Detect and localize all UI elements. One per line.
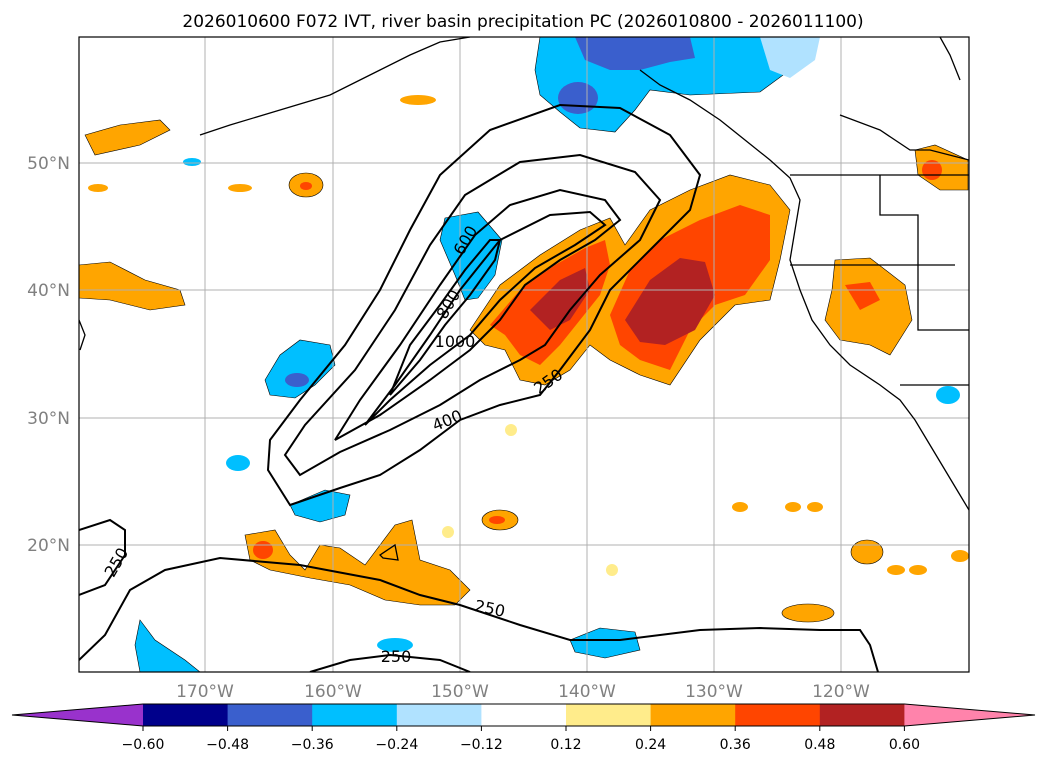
lon-label-160w: 160°W	[304, 682, 362, 702]
pos-anomaly-region-coast	[824, 257, 913, 356]
colorbar-segment	[735, 704, 821, 726]
contour-label-1000: 1000	[435, 332, 476, 351]
pos-anomaly-spot-14	[887, 565, 905, 575]
lon-label-170w: 170°W	[176, 682, 234, 702]
colorbar-tick-label: 0.48	[804, 737, 835, 753]
lat-label-20n: 20°N	[27, 536, 70, 556]
pos-anomaly-spot-17	[606, 564, 618, 576]
pos-anomaly-core-b	[625, 258, 715, 345]
neg-anomaly-spot-b	[183, 158, 201, 166]
pos-anomaly-region-nw	[84, 119, 171, 156]
neg-anomaly-region-north-inner	[575, 37, 695, 70]
colorbar-tick-label: −0.12	[460, 737, 503, 753]
colorbar-tick-label: 0.24	[635, 737, 666, 753]
pos-anomaly-spot-6	[253, 541, 273, 559]
ivt-contour-400	[283, 153, 662, 477]
pos-anomaly-spot-8	[489, 516, 505, 524]
pos-anomaly-spot-16	[951, 550, 969, 562]
latitude-labels: 50°N 40°N 30°N 20°N	[27, 154, 70, 556]
lat-label-40n: 40°N	[27, 281, 70, 301]
colorbar-tick-label: 0.36	[720, 737, 751, 753]
lat-label-30n: 30°N	[27, 409, 70, 429]
coastline	[79, 37, 969, 561]
colorbar-segment	[227, 704, 313, 726]
pos-anomaly-spot-3	[88, 184, 108, 192]
colorbar-tick-label: −0.36	[291, 737, 334, 753]
lon-label-120w: 120°W	[812, 682, 870, 702]
pos-anomaly-spot-2	[300, 182, 312, 190]
colorbar-segment	[481, 704, 567, 726]
ivt-contour-1000	[389, 239, 502, 396]
neg-anomaly-region-subtropic	[289, 489, 351, 523]
pos-anomaly-spot-15	[909, 565, 927, 575]
pos-anomaly-spot-4	[228, 184, 252, 192]
lat-label-50n: 50°N	[27, 154, 70, 174]
map-panel: 600 800 1000 250 400 250 250 250	[78, 36, 970, 673]
pos-anomaly-region-coast-red	[845, 282, 880, 310]
neg-anomaly-region-west	[264, 339, 336, 399]
colorbar-extend-high	[904, 704, 1035, 726]
lon-label-150w: 150°W	[431, 682, 489, 702]
ivt-contour-250-bottom	[309, 653, 471, 672]
colorbar-segment	[566, 704, 652, 726]
colorbar-tick-label: 0.60	[889, 737, 920, 753]
colorbar-segment	[396, 704, 482, 726]
neg-anomaly-spot-a	[226, 455, 250, 471]
lon-label-140w: 140°W	[558, 682, 616, 702]
pos-anomaly-core-a	[530, 268, 590, 330]
pos-anomaly-spot-11	[732, 502, 748, 512]
ivt-contour-800	[364, 210, 607, 426]
ivt-contour-600	[334, 188, 622, 441]
chart-title: 2026010600 F072 IVT, river basin precipi…	[182, 12, 863, 32]
neg-anomaly-spot-d	[377, 638, 413, 652]
colorbar-segment	[143, 704, 229, 726]
colorbar-tick-label: −0.24	[375, 737, 418, 753]
map-frame	[78, 36, 970, 673]
gridlines	[79, 37, 969, 672]
contour-label-250-bottom: 250	[381, 647, 412, 666]
pos-anomaly-region-west	[79, 261, 186, 311]
pos-anomaly-spot-9	[850, 539, 884, 565]
pos-anomaly-spot-12	[785, 502, 801, 512]
pos-anomaly-spot-19	[442, 526, 454, 538]
precip-shading	[79, 37, 969, 672]
pos-anomaly-spot-18	[505, 424, 517, 436]
longitude-labels: 170°W 160°W 150°W 140°W 130°W 120°W	[176, 682, 870, 702]
ivt-contours	[79, 103, 879, 672]
ivt-contour-250-south	[79, 556, 879, 672]
pos-anomaly-spot-5	[400, 95, 436, 105]
neg-anomaly-region-central	[439, 211, 503, 301]
neg-anomaly-spot-west	[285, 373, 309, 387]
neg-anomaly-spot-c	[936, 386, 960, 404]
colorbar: −0.60 −0.48 −0.36 −0.24 −0.12 0.12 0.24 0.36 0.4…	[11, 703, 1036, 753]
colorbar-extend-low	[12, 704, 143, 726]
colorbar-tick-label: 0.12	[550, 737, 581, 753]
pos-anomaly-spot-10	[781, 603, 835, 623]
colorbar-segment	[650, 704, 736, 726]
ivt-contour-250-main	[266, 103, 702, 507]
colorbar-segment	[312, 704, 398, 726]
pos-anomaly-spot-13	[807, 502, 823, 512]
ivt-contour-250-sw	[79, 518, 126, 596]
neg-anomaly-spot	[558, 82, 598, 114]
lon-label-130w: 130°W	[685, 682, 743, 702]
colorbar-segment	[819, 704, 905, 726]
colorbar-tick-label: −0.60	[122, 737, 165, 753]
colorbar-tick-label: −0.48	[206, 737, 249, 753]
neg-anomaly-region-north-light	[760, 37, 820, 78]
neg-anomaly-region-sw	[134, 619, 201, 672]
